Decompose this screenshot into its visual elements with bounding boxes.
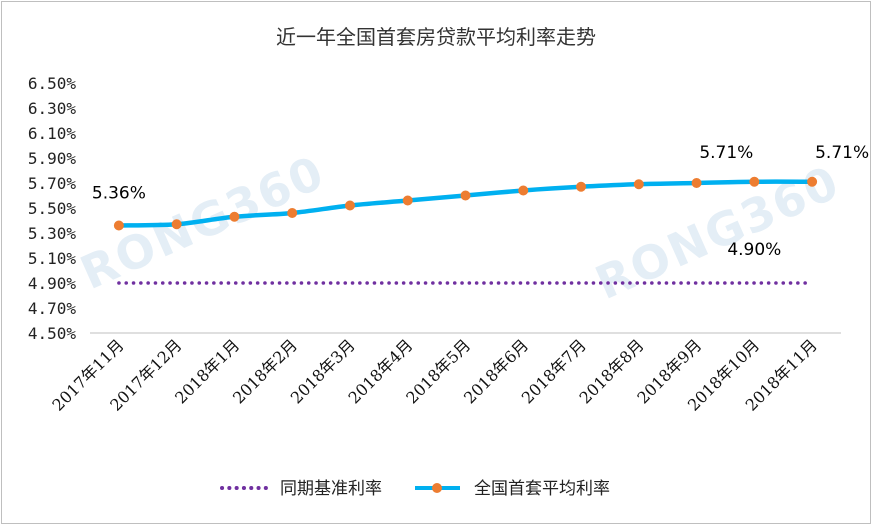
y-tick-label: 5.50%	[28, 199, 77, 218]
data-label: 5.71%	[699, 143, 753, 163]
y-tick-label: 5.30%	[28, 224, 77, 243]
data-label: 5.36%	[92, 184, 146, 204]
data-point-average	[749, 176, 760, 187]
legend-label-average: 全国首套平均利率	[474, 479, 610, 499]
data-labels: 5.36% 5.71% 5.71% 4.90%	[92, 143, 869, 260]
legend-item-benchmark: 同期基准利率	[220, 479, 382, 499]
series-layer	[113, 176, 818, 285]
x-axis: 2017年11月2017年12月2018年1月2018年2月2018年3月201…	[48, 335, 820, 414]
watermark-right: RONG360	[588, 155, 848, 310]
data-label: 4.90%	[727, 240, 781, 260]
legend-item-average: 全国首套平均利率	[415, 479, 610, 499]
data-point-average	[171, 219, 182, 230]
y-axis: 6.50% 6.30% 6.10% 5.90% 5.70% 5.50% 5.30% 5.10%…	[28, 74, 77, 343]
data-point-average	[344, 200, 355, 211]
legend-label-benchmark: 同期基准利率	[280, 479, 382, 499]
y-tick-label: 4.50%	[28, 324, 77, 343]
data-point-average	[229, 211, 240, 222]
data-point-average	[518, 185, 529, 196]
data-point-average	[460, 190, 471, 201]
data-point-average	[633, 179, 644, 190]
y-tick-label: 4.90%	[28, 274, 77, 293]
data-label: 5.71%	[815, 143, 869, 163]
y-tick-label: 4.70%	[28, 299, 77, 318]
data-point-average	[402, 195, 413, 206]
y-tick-label: 5.90%	[28, 149, 77, 168]
data-point-average	[113, 220, 124, 231]
legend-marker-average	[432, 483, 442, 493]
data-point-average	[287, 208, 298, 218]
legend: 同期基准利率 全国首套平均利率	[220, 479, 610, 499]
y-tick-label: 5.10%	[28, 249, 77, 268]
y-tick-label: 6.30%	[28, 99, 77, 118]
data-point-average	[691, 178, 702, 188]
data-point-average	[807, 176, 818, 187]
y-tick-label: 6.50%	[28, 74, 77, 93]
data-point-average	[576, 181, 587, 192]
y-tick-label: 6.10%	[28, 124, 77, 143]
y-tick-label: 5.70%	[28, 174, 77, 193]
chart-title: 近一年全国首套房贷款平均利率走势	[276, 25, 596, 49]
